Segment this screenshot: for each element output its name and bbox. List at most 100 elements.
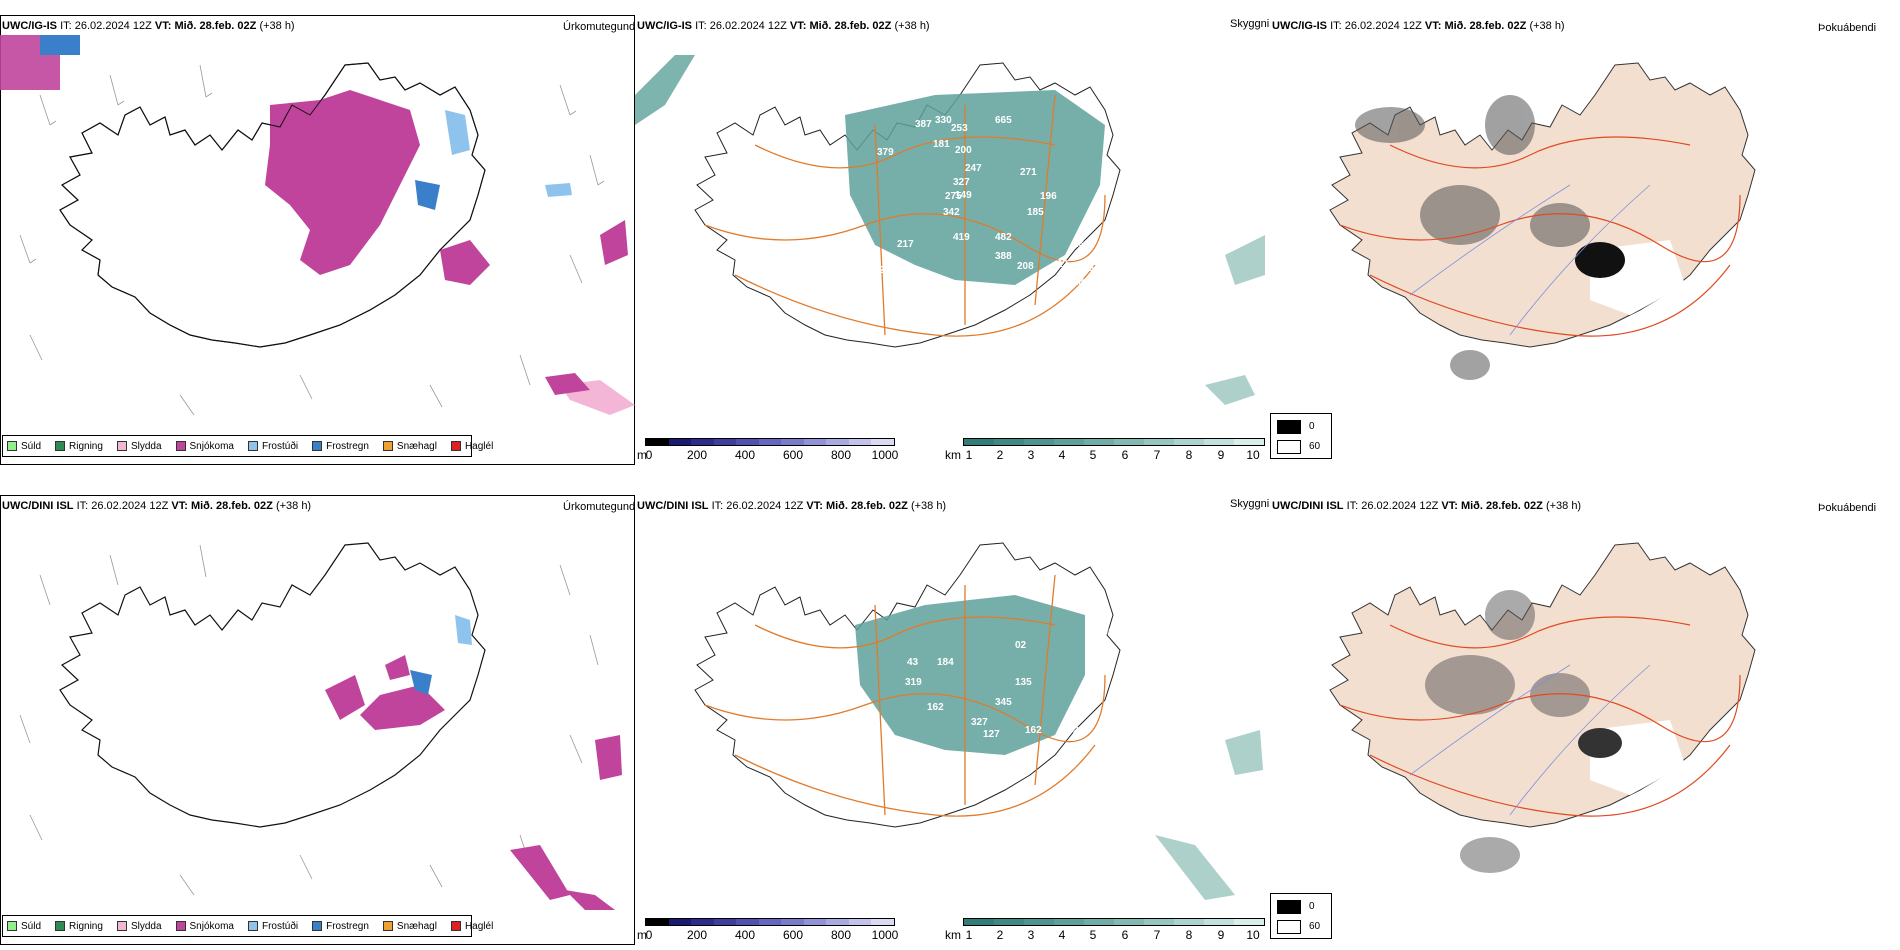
it-value: 26.02.2024 12Z xyxy=(1344,20,1422,32)
fog-legend-swatch xyxy=(1277,900,1301,914)
legend-swatch xyxy=(7,921,17,931)
fog-legend-swatch xyxy=(1277,420,1301,434)
legend-label: Slydda xyxy=(130,920,162,932)
tick-label: 8 xyxy=(1185,928,1193,942)
ceiling-value-label: 286 xyxy=(1073,277,1090,288)
legend-item: Frostregn xyxy=(312,921,369,932)
ceiling-value-label: 162 xyxy=(1025,725,1042,736)
legend-item: Súld xyxy=(7,441,41,452)
legend-label: Frostregn xyxy=(326,440,369,452)
fog-legend-swatch xyxy=(1277,920,1301,934)
ceiling-value-label: 196 xyxy=(1040,191,1057,202)
ceiling-labels: 200 247 43 184 02 319 135 345 162 327 12… xyxy=(905,627,1150,873)
ceiling-value-label: 387 xyxy=(915,119,932,130)
wind-barbs xyxy=(19,544,599,896)
it-value: 26.02.2024 12Z xyxy=(91,500,169,512)
ceiling-value-label: 419 xyxy=(953,232,970,243)
ceiling-colorbar-cells xyxy=(645,438,895,446)
legend-swatch xyxy=(247,441,258,451)
panel-header: UWC/IG-IS IT: 26.02.2024 12Z VT: Mið. 28… xyxy=(2,20,295,32)
low-visibility-areas xyxy=(855,595,1263,900)
legend-label: Snjókoma xyxy=(189,440,234,452)
ceiling-value-label: 77 xyxy=(925,862,937,873)
legend-label: Frostúði xyxy=(261,920,299,932)
lead-time: (+38 h) xyxy=(1529,20,1565,32)
vt-value: Mið. 28.feb. 02Z xyxy=(190,500,273,512)
legend-item: Snæhagl xyxy=(382,440,437,452)
ceiling-value-label: 271 xyxy=(1020,167,1037,178)
lead-time: (+38 h) xyxy=(910,500,947,512)
model-name: UWC/IG-IS xyxy=(2,20,57,32)
ceiling-value-label: 665 xyxy=(995,115,1012,126)
frost-areas xyxy=(415,110,572,210)
legend-label: Snjókoma xyxy=(189,920,234,932)
lead-time: (+38 h) xyxy=(894,20,930,32)
fog-legend-label: 0 xyxy=(1309,901,1315,912)
panel-header: UWC/IG-IS IT: 26.02.2024 12Z VT: Mið. 28… xyxy=(1272,20,1565,32)
ceiling-value-label: 160 xyxy=(927,382,944,393)
ceiling-value-label: 247 xyxy=(1133,632,1150,643)
visibility-unit: km xyxy=(945,448,961,462)
legend-label: Súld xyxy=(21,440,42,452)
fog-roads xyxy=(1339,136,1741,337)
legend-swatch xyxy=(450,441,461,451)
legend-item: Haglél xyxy=(450,921,493,932)
roads xyxy=(704,574,1106,817)
ceiling-value-label: 157 xyxy=(1083,263,1100,274)
tick-label: 3 xyxy=(1027,928,1035,942)
tick-label: 1 xyxy=(965,928,973,942)
ceiling-value-label: 253 xyxy=(951,123,968,134)
tick-label: 1 xyxy=(965,448,973,462)
wind-barbs xyxy=(19,64,605,416)
vt-value: Mið. 28.feb. 02Z xyxy=(809,20,892,32)
it-value: 26.02.2024 12Z xyxy=(709,20,787,32)
legend-swatch xyxy=(55,921,66,931)
model-name: UWC/DINI ISL xyxy=(637,500,709,512)
ceiling-value-label: 12 xyxy=(1057,259,1069,270)
it-label: IT: xyxy=(711,500,724,512)
tick-label: 1000 xyxy=(871,448,899,462)
model-name: UWC/IG-IS xyxy=(1272,20,1327,32)
legend-item: Snjókoma xyxy=(175,440,234,452)
tick-label: 600 xyxy=(782,448,804,462)
legend-label: Snæhagl xyxy=(396,440,437,452)
visibility-colorbar-cells xyxy=(963,918,1265,926)
visibility-panel: UWC/IG-IS IT: 26.02.2024 12Z VT: Mið. 28… xyxy=(635,0,1270,470)
tick-label: 2 xyxy=(996,928,1004,942)
panel-frame xyxy=(0,495,635,945)
legend-label: Frostregn xyxy=(326,920,369,932)
ceiling-value-label: 319 xyxy=(905,677,922,688)
legend-label: Snæhagl xyxy=(396,920,437,932)
ceiling-value-label: 327 xyxy=(953,177,970,188)
ceiling-colorbar: m 0 200 400 600 800 1000 xyxy=(637,438,898,462)
tick-label: 2 xyxy=(996,448,1004,462)
tick-label: 8 xyxy=(1185,448,1193,462)
ceiling-unit: m xyxy=(637,448,647,462)
ceiling-value-label: 200 xyxy=(1097,627,1114,638)
panel-title: Úrkomutegund xyxy=(563,501,636,513)
precip-type-map xyxy=(19,542,622,910)
visibility-panel: UWC/DINI ISL IT: 26.02.2024 12Z VT: Mið.… xyxy=(635,480,1270,950)
panel-title: Úrkomutegund xyxy=(563,21,636,33)
ceiling-value-label: 379 xyxy=(877,147,894,158)
model-name: UWC/DINI ISL xyxy=(2,500,74,512)
legend-label: Haglél xyxy=(464,440,494,452)
ceiling-value-label: 217 xyxy=(897,239,914,250)
fog-legend-label: 60 xyxy=(1309,921,1321,932)
ceiling-value-label: 162 xyxy=(927,702,944,713)
precip-legend: Súld Rigning Slydda Snjókoma Frostúði Fr… xyxy=(2,915,493,937)
lead-time: (+38 h) xyxy=(275,500,312,512)
visibility-colorbar: km 1 2 3 4 5 6 7 8 9 10 xyxy=(945,438,1265,462)
vt-label: VT: xyxy=(171,500,188,512)
ceiling-value-label: 181 xyxy=(933,139,950,150)
panel-header: UWC/DINI ISL IT: 26.02.2024 12Z VT: Mið.… xyxy=(637,500,946,512)
ceiling-value-label: 149 xyxy=(955,190,972,201)
tick-label: 5 xyxy=(1089,448,1097,462)
legend-item: Frostregn xyxy=(312,441,369,452)
vt-value: Mið. 28.feb. 02Z xyxy=(825,500,908,512)
ceiling-value-label: 327 xyxy=(971,717,988,728)
ceiling-value-label: 184 xyxy=(937,657,954,668)
ceiling-value-label: 247 xyxy=(965,163,982,174)
low-visibility-areas xyxy=(845,90,1265,405)
tick-label: 200 xyxy=(686,928,708,942)
